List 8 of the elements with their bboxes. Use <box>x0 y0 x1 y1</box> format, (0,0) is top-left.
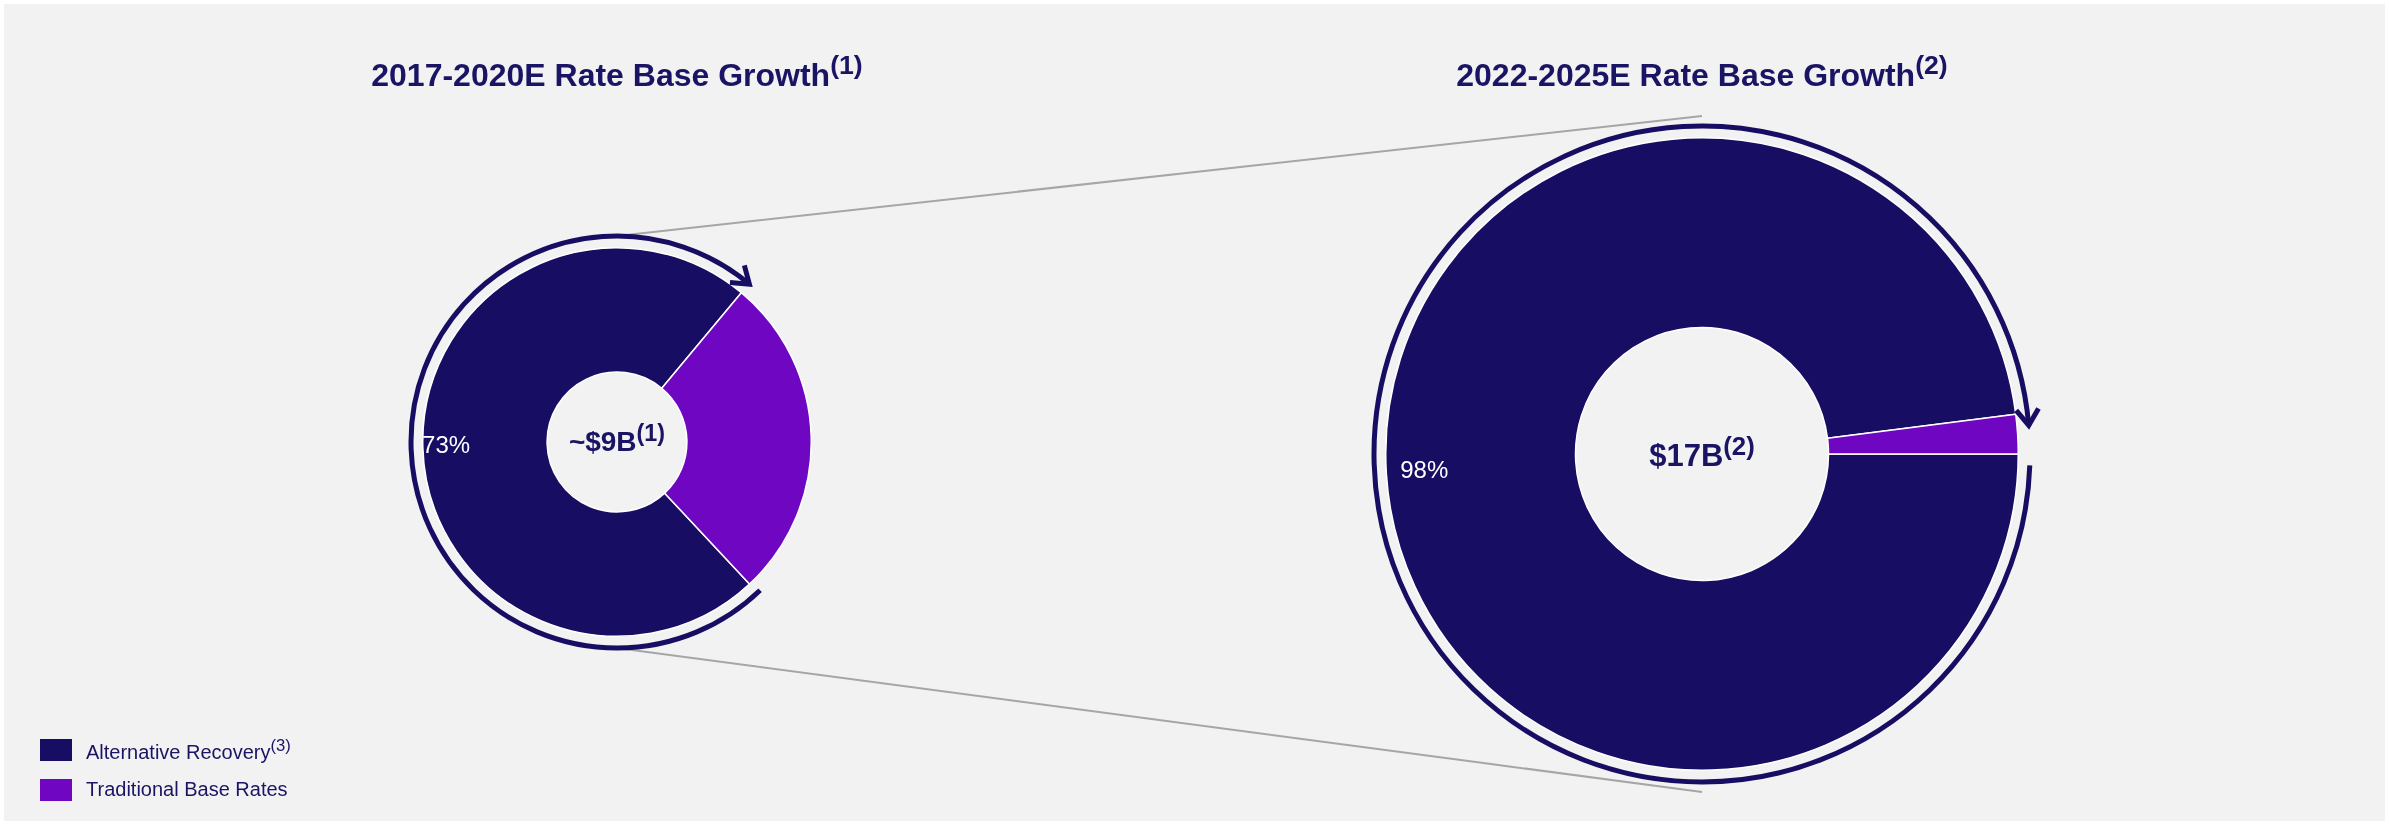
data-label: 98% <box>1400 456 1449 484</box>
legend-label: Traditional Base Rates <box>86 778 288 801</box>
data-label: 73% <box>422 431 471 459</box>
chart-title: 2017-2020E Rate Base Growth$^{(1)}$ <box>370 50 864 94</box>
chart-title: 2022-2025E Rate Base Growth$^{(2)}$ <box>1455 50 1949 94</box>
text: ~$9B$^{(1)}$ <box>568 420 666 458</box>
legend-label: Alternative Recovery$^{(3)}$ <box>86 736 291 764</box>
text: $17B$^{(2)}$ <box>1648 432 1756 475</box>
